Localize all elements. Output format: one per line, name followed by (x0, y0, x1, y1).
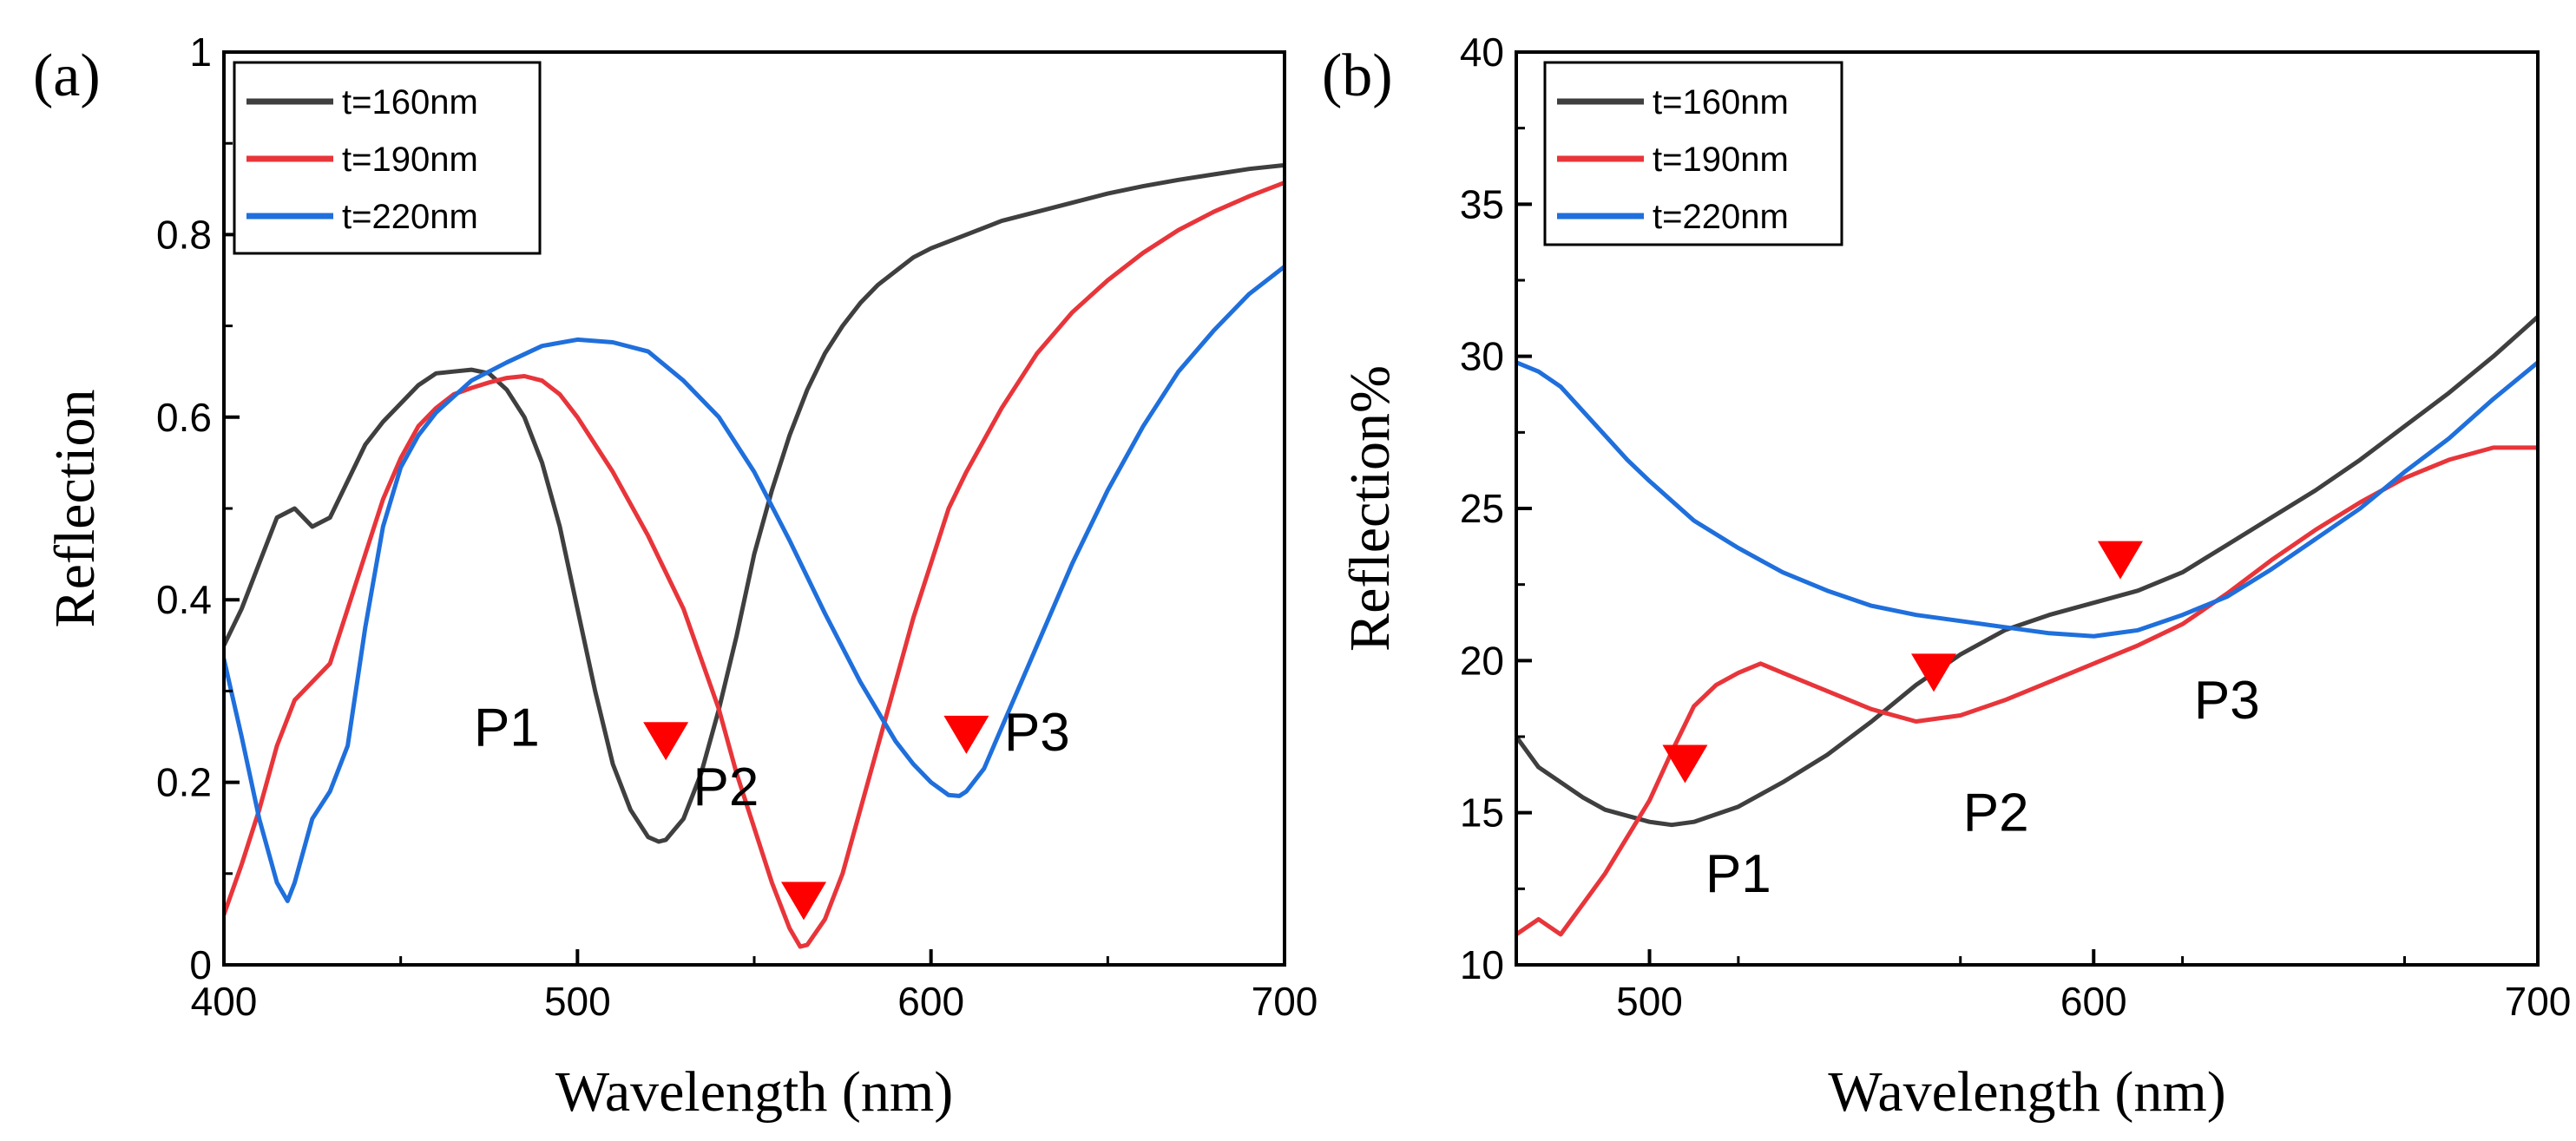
series-line-t-190nm (224, 180, 1285, 949)
x-tick-label: 400 (191, 979, 258, 1024)
x-tick-label: 700 (2505, 979, 2572, 1024)
peak-label-p2: P2 (1963, 784, 2029, 843)
peak-marker-triangle (1911, 653, 1957, 692)
y-tick-label: 35 (1460, 181, 1504, 226)
legend-entry: t=190nm (1653, 141, 1789, 179)
panel-label: (b) (1322, 43, 1393, 109)
y-tick-label: 25 (1460, 486, 1504, 531)
y-axis-label: Reflection (43, 390, 107, 628)
y-tick-label: 1 (189, 30, 212, 75)
y-tick-label: 10 (1460, 942, 1504, 987)
x-tick-label: 500 (1616, 979, 1683, 1024)
peak-marker-triangle (2097, 541, 2143, 580)
legend-entry: t=160nm (1653, 83, 1789, 121)
y-tick-label: 0.4 (156, 577, 212, 622)
series-line-t-160nm (224, 162, 1285, 844)
chart-panel-b: 500 600 700 10 15 20 25 30 35 40 Wavelength (nm) Re… (1322, 30, 2571, 1124)
series-line-t-220nm (224, 264, 1285, 903)
peak-marker-triangle (943, 715, 989, 754)
legend: t=160nm t=190nm t=220nm (233, 61, 542, 255)
y-tick-label: 15 (1460, 790, 1504, 836)
series-line-t-190nm (1516, 445, 2538, 937)
y-axis-label: Reflection% (1338, 365, 1402, 652)
peak-label-p1: P1 (1705, 844, 1771, 904)
legend: t=160nm t=190nm t=220nm (1543, 61, 1843, 246)
legend-entry: t=220nm (1653, 198, 1789, 236)
x-axis-label: Wavelength (nm) (1828, 1060, 2225, 1124)
series-line-t-220nm (1516, 360, 2538, 639)
y-tick-label: 20 (1460, 638, 1504, 683)
x-tick-label: 600 (897, 979, 964, 1024)
y-tick-label: 0.8 (156, 212, 212, 257)
x-axis-label: Wavelength (nm) (555, 1060, 953, 1124)
y-tick-label: 30 (1460, 334, 1504, 379)
peak-label-p3: P3 (1004, 703, 1070, 763)
panel-label: (a) (33, 43, 101, 109)
legend-entry: t=220nm (342, 198, 478, 236)
y-tick-label: 40 (1460, 30, 1504, 75)
x-tick-label: 700 (1252, 979, 1318, 1024)
x-tick-label: 500 (544, 979, 611, 1024)
peak-marker-triangle (781, 882, 827, 921)
peak-label-p2: P2 (693, 757, 759, 817)
y-tick-label: 0 (189, 942, 212, 987)
x-tick-label: 600 (2060, 979, 2127, 1024)
chart-panel-a: 400 500 600 700 0 0.2 0.4 0.6 0.8 1 Wavelength (nm… (33, 30, 1318, 1124)
peak-marker-triangle (643, 722, 689, 761)
legend-entry: t=160nm (342, 83, 478, 121)
peak-label-p1: P1 (474, 698, 540, 758)
peak-marker-triangle (1662, 744, 1708, 784)
peak-label-p3: P3 (2194, 671, 2260, 731)
y-tick-label: 0.2 (156, 760, 212, 805)
y-tick-label: 0.6 (156, 395, 212, 440)
legend-entry: t=190nm (342, 141, 478, 179)
